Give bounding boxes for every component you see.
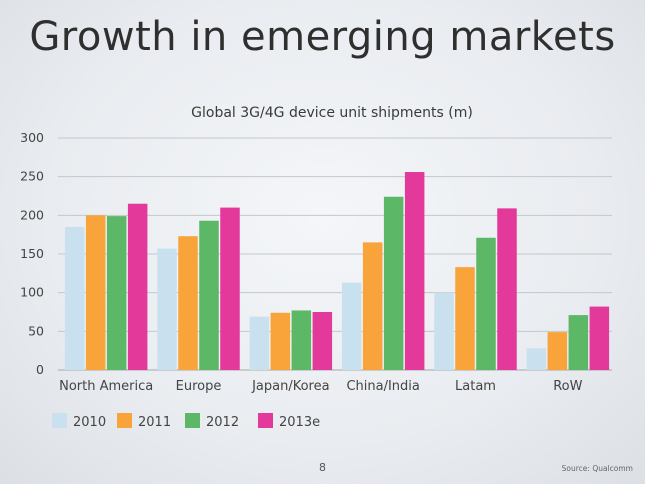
page-number: 8 — [319, 461, 326, 474]
x-category-label: Japan/Korea — [251, 379, 330, 394]
y-tick-label: 0 — [36, 362, 44, 377]
x-category-label: Latam — [455, 379, 496, 394]
bar-2012-north-america — [106, 216, 127, 370]
y-tick-label: 50 — [28, 323, 44, 338]
bar-2012-china-india — [383, 196, 404, 370]
legend-label-2010: 2010 — [73, 415, 106, 430]
bar-2011-latam — [455, 267, 475, 370]
bar-2011-row — [547, 332, 568, 370]
bar-2011-north-america — [85, 215, 106, 370]
source-note: Source: Qualcomm — [561, 464, 633, 473]
y-tick-label: 300 — [20, 130, 44, 145]
y-tick-label: 250 — [20, 169, 44, 184]
legend-swatch-2013e — [258, 413, 273, 428]
y-tick-label: 100 — [20, 285, 44, 300]
bar-2013e-north-america — [127, 203, 148, 370]
legend-swatch-2010 — [52, 413, 67, 428]
bar-2013e-china-india — [404, 172, 425, 370]
bar-2010-europe — [157, 248, 177, 370]
bars — [64, 172, 610, 370]
bar-2013e-europe — [220, 207, 240, 370]
bar-2012-europe — [199, 220, 219, 370]
bar-2012-japan-korea — [291, 310, 312, 370]
x-category-label: Europe — [176, 379, 222, 394]
legend-swatch-2011 — [117, 413, 132, 428]
bar-2011-japan-korea — [270, 312, 291, 370]
legend: 2010 2011 2012 2013e — [52, 413, 320, 430]
y-tick-label: 150 — [20, 246, 44, 261]
bar-2012-row — [568, 315, 589, 370]
gridlines — [58, 137, 612, 371]
bar-2010-latam — [434, 292, 454, 370]
bar-2010-china-india — [341, 282, 362, 370]
bar-2013e-japan-korea — [312, 312, 333, 370]
y-axis-ticks: 0 50 100 150 200 250 300 — [20, 130, 44, 377]
x-category-label: China/India — [346, 379, 419, 394]
bar-2013e-latam — [497, 208, 517, 370]
bar-2011-china-india — [362, 242, 383, 370]
bar-2011-europe — [178, 236, 198, 370]
legend-label-2012: 2012 — [206, 415, 239, 430]
bar-2013e-row — [589, 306, 610, 370]
legend-label-2013e: 2013e — [279, 415, 320, 430]
chart-subtitle: Global 3G/4G device unit shipments (m) — [191, 105, 473, 121]
legend-swatch-2012 — [185, 413, 200, 428]
y-tick-label: 200 — [20, 207, 44, 222]
bar-2012-latam — [476, 237, 496, 370]
x-category-label: North America — [59, 379, 153, 394]
slide-title: Growth in emerging markets — [29, 14, 616, 60]
legend-label-2011: 2011 — [138, 415, 171, 430]
x-category-label: RoW — [553, 379, 582, 394]
bar-2010-japan-korea — [249, 316, 270, 370]
bar-2010-north-america — [64, 226, 85, 370]
x-axis-labels: North America Europe Japan/Korea China/Indi… — [59, 379, 582, 394]
bar-2010-row — [526, 348, 547, 370]
